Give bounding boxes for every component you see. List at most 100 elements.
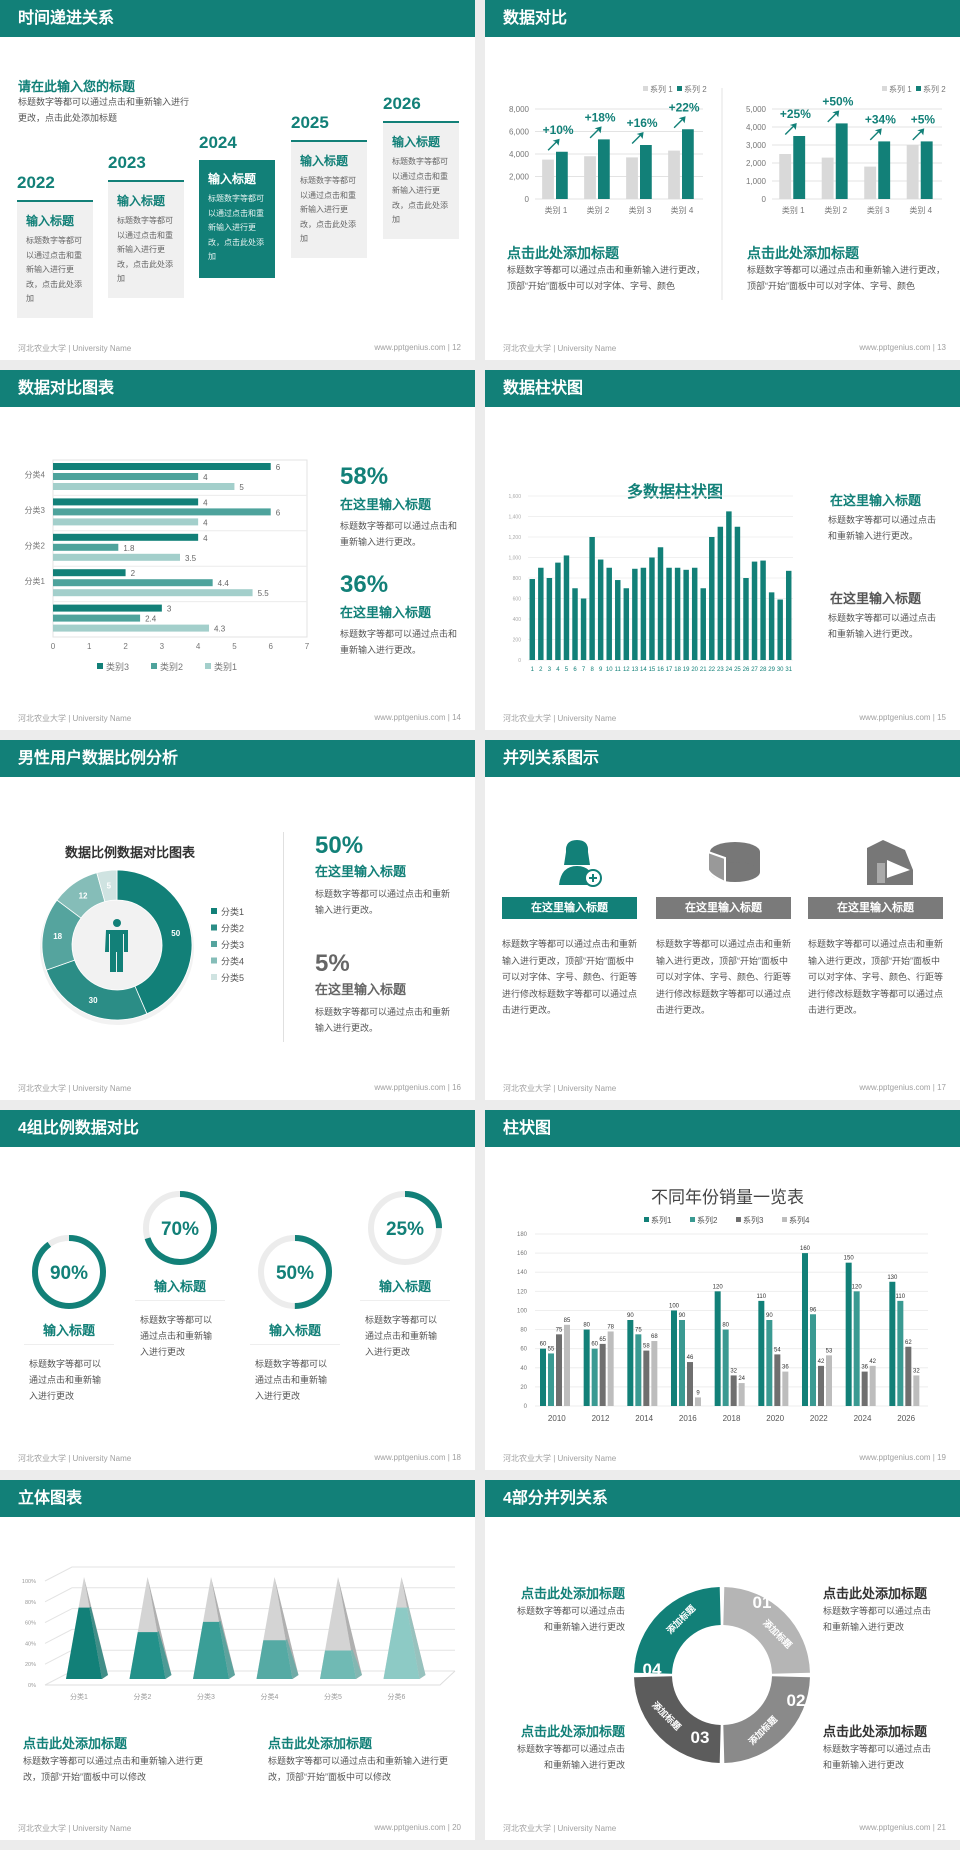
y-tick-label: 4,000 [509, 150, 530, 159]
slide-title: 男性用户数据比例分析 [0, 740, 475, 777]
data-label: 75 [556, 1327, 563, 1333]
bar [691, 567, 698, 660]
bar [743, 578, 749, 660]
legend-swatch [151, 663, 157, 669]
page-number: 19 [937, 1453, 946, 1462]
footer-left: 河北农业大学 | University Name [18, 1824, 132, 1833]
data-label: 5 [107, 882, 112, 891]
bar [591, 1348, 598, 1406]
gridline [44, 1628, 455, 1644]
x-tick-label: 29 [768, 667, 775, 673]
bar [597, 559, 604, 660]
bar [589, 537, 595, 660]
item-title-bar[interactable]: 在这里输入标题 [502, 897, 637, 919]
item-title-bar[interactable]: 在这里输入标题 [808, 897, 943, 919]
legend-label: 系列 1 [650, 84, 673, 94]
data-label: 4 [203, 518, 208, 527]
cycle-segment [723, 1676, 810, 1763]
data-label: 18 [53, 932, 62, 941]
x-tick-label: 18 [674, 667, 681, 673]
data-label: 6 [276, 508, 281, 517]
data-label: 96 [810, 1307, 817, 1313]
y-tick-label: 5,000 [746, 105, 767, 114]
timeline-card[interactable]: 输入标题 标题数字等都可以通过点击和重新输入进行更改，点击此处添加 [199, 160, 275, 278]
y-tick-label: 0 [525, 195, 530, 204]
pyramid-fill [129, 1632, 166, 1679]
bar [53, 533, 199, 541]
timeline-card-text: 标题数字等都可以通过点击和重新输入进行更改，点击此处添加 [117, 216, 173, 283]
pyramid-fill [193, 1621, 229, 1679]
x-tick-label: 28 [760, 667, 767, 673]
data-label: 2.4 [145, 615, 157, 624]
y-tick-label: 1,000 [746, 177, 767, 186]
x-tick-label: 26 [743, 667, 750, 673]
block-text: 标题数字等都可以通过点击和重新输入进行更改，顶部“开始”面板中可以对字体、字号、… [507, 265, 706, 291]
x-tick-label: 11 [615, 667, 622, 673]
ring-title: 输入标题 [135, 1276, 225, 1301]
pyramid-fill-side [218, 1620, 235, 1679]
ring-progress [368, 1191, 442, 1265]
arrow-icon [547, 138, 560, 151]
ring-text: 标题数字等都可以通过点击和重新输入进行更改 [365, 1315, 438, 1357]
data-label: 54 [774, 1347, 781, 1353]
ring-text: 标题数字等都可以通过点击和重新输入进行更改 [29, 1359, 102, 1401]
bar [599, 1343, 606, 1406]
y-tick-label: 分类1 [25, 576, 46, 586]
bar [53, 553, 180, 561]
legend-swatch [677, 86, 682, 91]
x-tick-label: 分类4 [261, 1692, 279, 1701]
bar [53, 473, 199, 480]
x-tick-label: 2014 [635, 1414, 653, 1423]
legend-swatch [211, 908, 217, 914]
footer-left: 河北农业大学 | University Name [503, 714, 617, 723]
footer-site: www.pptgenius.com | [859, 1083, 935, 1092]
data-label: 4.4 [218, 579, 230, 588]
block-text: 标题数字等都可以通过点击和重新输入进行更改，顶部“开始”面板中可以修改 [23, 1756, 204, 1782]
item-title-bar[interactable]: 在这里输入标题 [656, 897, 791, 919]
x-tick-label: 15 [649, 667, 656, 673]
growth-label: +5% [911, 112, 936, 126]
timeline-card[interactable]: 输入标题 标题数字等都可以通过点击和重新输入进行更改，点击此处添加 [291, 140, 367, 258]
stat-value: 36% [340, 571, 389, 598]
bar [730, 1375, 737, 1406]
bar [864, 166, 877, 199]
bar [53, 508, 271, 516]
stat-title: 在这里输入标题 [315, 982, 407, 997]
block-text: 标题数字等都可以通过点击和重新输入进行更改 [823, 1606, 932, 1632]
data-label: 55 [548, 1346, 555, 1352]
person-body [105, 930, 128, 972]
timeline-card[interactable]: 输入标题 标题数字等都可以通过点击和重新输入进行更改，点击此处添加 [383, 121, 459, 239]
pyramid-fill-side [350, 1649, 362, 1679]
timeline-card-text: 标题数字等都可以通过点击和重新输入进行更改，点击此处添加 [300, 176, 356, 243]
x-tick-label: 2026 [897, 1414, 915, 1423]
data-label: 160 [800, 1246, 811, 1252]
timeline-card[interactable]: 输入标题标题数字等都可以通过点击和重新输入进行更改，点击此处添加 [17, 200, 93, 318]
chart-title: 数据比例数据对比图表 [64, 845, 195, 860]
y-tick-label: 60% [25, 1621, 36, 1627]
x-tick-label: 21 [700, 667, 707, 673]
bar [649, 557, 655, 660]
timeline-card-text: 标题数字等都可以通过点击和重新输入进行更改，点击此处添加 [26, 236, 82, 303]
y-tick-label: 8,000 [509, 105, 530, 114]
arrow-icon [827, 110, 840, 123]
timeline-card-title: 输入标题 [208, 172, 257, 186]
pyramid-fill [256, 1640, 293, 1679]
legend-swatch [644, 1217, 649, 1222]
bar [861, 1371, 868, 1406]
legend-swatch [97, 663, 103, 669]
bar [607, 1331, 614, 1406]
x-tick-label: 23 [717, 667, 724, 673]
x-tick-label: 24 [726, 667, 733, 673]
x-tick-label: 30 [777, 667, 784, 673]
bar [529, 579, 536, 660]
timeline-card[interactable]: 输入标题 标题数字等都可以通过点击和重新输入进行更改，点击此处添加 [108, 180, 184, 298]
footer-right: www.pptgenius.com | 18 [374, 1453, 461, 1462]
timeline-card-title: 输入标题 [26, 214, 75, 228]
legend-swatch [643, 86, 648, 91]
x-tick-label: 20 [691, 667, 698, 673]
bar [53, 569, 126, 577]
legend-label: 分类1 [221, 906, 244, 917]
x-tick-label: 3 [160, 642, 165, 651]
legend-swatch [690, 1217, 695, 1222]
x-tick-label: 5 [565, 667, 569, 673]
